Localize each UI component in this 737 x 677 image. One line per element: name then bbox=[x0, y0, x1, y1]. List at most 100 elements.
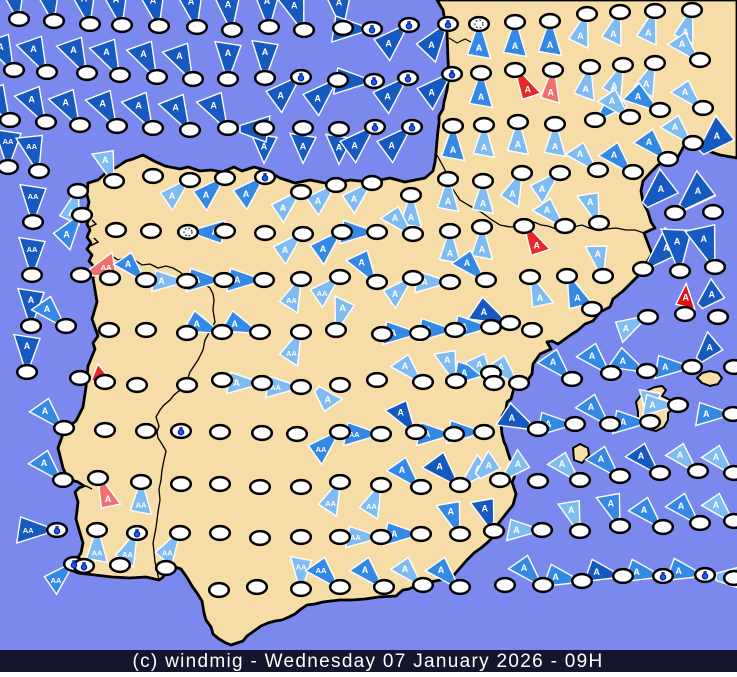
svg-text:A: A bbox=[574, 293, 581, 303]
svg-text:A: A bbox=[158, 276, 165, 286]
svg-text:A: A bbox=[515, 140, 522, 150]
svg-text:AA: AA bbox=[27, 245, 38, 254]
svg-text:A: A bbox=[610, 29, 617, 39]
svg-text:A: A bbox=[402, 361, 409, 371]
svg-text:A: A bbox=[399, 465, 406, 475]
svg-text:A: A bbox=[537, 293, 544, 303]
svg-text:A: A bbox=[552, 142, 559, 152]
svg-text:A: A bbox=[547, 40, 554, 50]
svg-text:A: A bbox=[44, 304, 51, 314]
svg-text:A: A bbox=[135, 101, 142, 111]
svg-text:A: A bbox=[63, 230, 70, 240]
svg-text:A: A bbox=[461, 368, 468, 378]
svg-text:A: A bbox=[447, 249, 454, 259]
svg-text:A: A bbox=[102, 155, 109, 165]
svg-text:A: A bbox=[589, 351, 596, 361]
svg-text:A: A bbox=[103, 47, 110, 57]
svg-text:A: A bbox=[428, 87, 435, 97]
svg-text:A: A bbox=[568, 505, 575, 515]
svg-text:A: A bbox=[641, 505, 648, 515]
svg-text:A: A bbox=[351, 194, 358, 204]
svg-text:A: A bbox=[243, 189, 250, 199]
svg-text:A: A bbox=[62, 98, 69, 108]
svg-text:A: A bbox=[225, 48, 232, 58]
svg-text:A: A bbox=[677, 450, 684, 460]
svg-text:A: A bbox=[391, 529, 398, 539]
svg-text:A: A bbox=[28, 295, 35, 305]
svg-text:AA: AA bbox=[101, 263, 112, 272]
svg-text:A: A bbox=[262, 47, 269, 57]
svg-text:A: A bbox=[682, 292, 689, 302]
svg-text:A: A bbox=[45, 0, 52, 1]
svg-text:A: A bbox=[314, 93, 321, 103]
svg-text:AA: AA bbox=[28, 192, 39, 201]
svg-text:A: A bbox=[498, 362, 505, 372]
svg-text:A: A bbox=[524, 85, 531, 95]
svg-text:A: A bbox=[392, 289, 399, 299]
svg-text:A: A bbox=[512, 41, 519, 51]
svg-text:A: A bbox=[643, 79, 650, 89]
svg-text:A: A bbox=[99, 99, 106, 109]
svg-text:A: A bbox=[513, 525, 520, 535]
svg-text:A: A bbox=[261, 142, 268, 152]
svg-text:A: A bbox=[587, 197, 594, 207]
svg-text:A: A bbox=[544, 205, 551, 215]
svg-text:A: A bbox=[593, 567, 600, 577]
svg-text:A: A bbox=[125, 259, 132, 269]
svg-text:A: A bbox=[476, 43, 483, 53]
svg-text:A: A bbox=[663, 243, 670, 253]
svg-text:A: A bbox=[351, 140, 358, 150]
svg-text:A: A bbox=[30, 44, 37, 54]
svg-text:AA: AA bbox=[3, 137, 14, 146]
svg-text:A: A bbox=[233, 378, 240, 388]
svg-text:AA: AA bbox=[316, 445, 327, 454]
svg-text:AA: AA bbox=[270, 383, 281, 392]
svg-text:A: A bbox=[464, 258, 471, 268]
svg-text:AA: AA bbox=[286, 296, 297, 305]
svg-text:A: A bbox=[638, 451, 645, 461]
svg-text:A: A bbox=[695, 186, 702, 196]
svg-text:A: A bbox=[210, 101, 217, 111]
svg-text:A: A bbox=[582, 84, 589, 94]
svg-text:A: A bbox=[609, 96, 616, 106]
svg-text:A: A bbox=[264, 0, 271, 6]
svg-text:A: A bbox=[42, 406, 49, 416]
svg-text:A: A bbox=[476, 360, 483, 370]
svg-text:A: A bbox=[559, 459, 566, 469]
svg-text:AA: AA bbox=[317, 289, 328, 298]
svg-text:A: A bbox=[550, 357, 557, 367]
svg-text:A: A bbox=[481, 307, 488, 317]
svg-text:A: A bbox=[645, 28, 652, 38]
svg-text:A: A bbox=[481, 143, 488, 153]
svg-text:A: A bbox=[509, 413, 516, 423]
svg-text:A: A bbox=[450, 145, 457, 155]
svg-text:A: A bbox=[282, 245, 289, 255]
svg-text:A: A bbox=[105, 494, 112, 504]
svg-text:A: A bbox=[480, 199, 487, 209]
svg-text:A: A bbox=[539, 184, 546, 194]
svg-text:AA: AA bbox=[23, 526, 34, 535]
svg-text:A: A bbox=[701, 234, 708, 244]
svg-text:AA: AA bbox=[296, 562, 307, 571]
svg-text:A: A bbox=[678, 501, 685, 511]
svg-text:A: A bbox=[28, 95, 35, 105]
svg-text:A: A bbox=[708, 289, 715, 299]
svg-text:A: A bbox=[225, 0, 232, 9]
svg-text:A: A bbox=[41, 458, 48, 468]
svg-text:A: A bbox=[438, 565, 445, 575]
svg-text:A: A bbox=[478, 92, 485, 102]
svg-text:A: A bbox=[675, 566, 682, 576]
svg-text:A: A bbox=[611, 150, 618, 160]
svg-text:A: A bbox=[0, 42, 4, 52]
svg-text:A: A bbox=[140, 49, 147, 59]
svg-text:A: A bbox=[658, 184, 665, 194]
svg-text:A: A bbox=[713, 452, 720, 462]
svg-text:A: A bbox=[444, 355, 451, 365]
svg-text:AA: AA bbox=[92, 549, 103, 558]
svg-text:A: A bbox=[336, 143, 343, 153]
svg-text:AA: AA bbox=[349, 430, 360, 439]
svg-text:A: A bbox=[169, 191, 176, 201]
svg-text:A: A bbox=[662, 362, 669, 372]
svg-text:A: A bbox=[277, 90, 284, 100]
svg-text:AA: AA bbox=[286, 349, 297, 358]
